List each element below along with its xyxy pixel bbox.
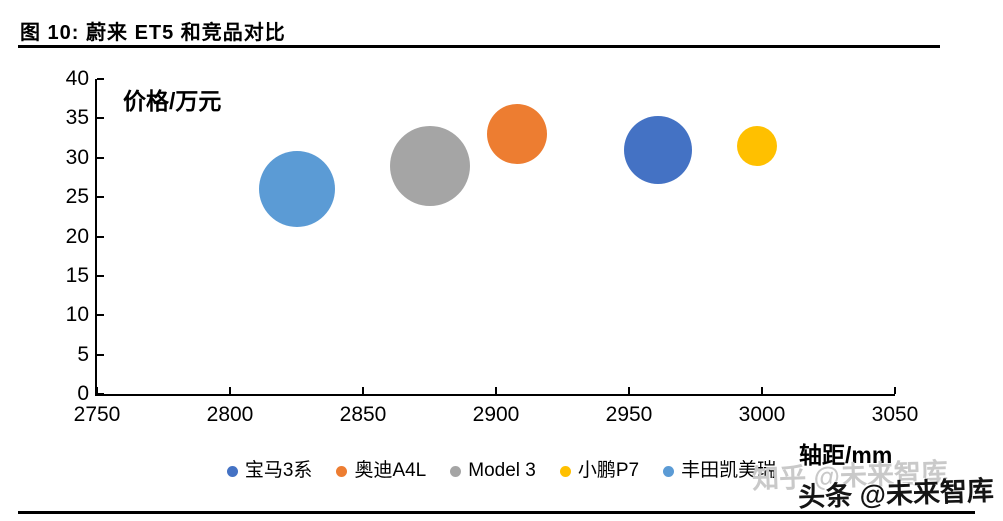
bubble-宝马3系 bbox=[624, 115, 693, 184]
x-tick-mark bbox=[761, 387, 763, 394]
x-tick-mark bbox=[495, 387, 497, 394]
x-tick-label: 2900 bbox=[472, 403, 520, 426]
legend-marker-icon bbox=[559, 465, 571, 477]
y-tick-mark bbox=[97, 117, 104, 120]
legend-marker-icon bbox=[450, 465, 462, 477]
x-tick-mark bbox=[229, 387, 231, 394]
y-tick-label: 30 bbox=[65, 145, 89, 169]
legend-marker-icon bbox=[336, 465, 348, 477]
legend-label: 小鹏P7 bbox=[577, 460, 640, 481]
caption-underline bbox=[18, 45, 940, 48]
y-tick-mark bbox=[97, 393, 104, 395]
legend-marker-icon bbox=[226, 465, 238, 477]
x-tick-label: 2850 bbox=[339, 403, 387, 426]
x-tick-label: 2750 bbox=[73, 403, 121, 426]
y-tick-mark bbox=[97, 274, 104, 277]
bubble-奥迪A4L bbox=[487, 104, 548, 165]
bubble-chart-plot-area: 0 5 10 15 20 25 30 35 40 2750 2800 2850 2900 2950 3000… bbox=[66, 68, 919, 426]
legend-label: Model 3 bbox=[468, 460, 536, 481]
y-tick-label: 10 bbox=[65, 303, 89, 327]
x-tick-mark bbox=[894, 387, 896, 394]
y-tick-label: 0 bbox=[77, 382, 89, 405]
legend-label: 丰田凯美瑞 bbox=[681, 460, 777, 481]
x-axis-title: 轴距/mm bbox=[799, 442, 893, 468]
y-tick-mark bbox=[97, 78, 104, 80]
chart-legend: 宝马3系 奥迪A4L Model 3 小鹏P7 丰田凯美瑞 bbox=[0, 459, 1003, 483]
x-tick-label: 2800 bbox=[206, 403, 254, 426]
bottom-divider bbox=[18, 511, 975, 514]
bubble-Model 3 bbox=[389, 125, 470, 206]
y-tick-mark bbox=[97, 314, 104, 317]
x-tick-label: 3000 bbox=[738, 403, 786, 426]
legend-label: 宝马3系 bbox=[244, 460, 313, 481]
legend-item-奥迪A4L: 奥迪A4L bbox=[336, 459, 426, 483]
y-tick-mark bbox=[97, 156, 104, 159]
y-tick-mark bbox=[97, 235, 104, 238]
legend-marker-icon bbox=[663, 465, 675, 477]
y-tick-mark bbox=[97, 196, 104, 199]
y-tick-label: 15 bbox=[65, 263, 89, 287]
y-tick-label: 25 bbox=[65, 185, 89, 209]
y-tick-label: 20 bbox=[65, 224, 89, 248]
watermark-toutiao: 头条 @未来智库 bbox=[797, 475, 995, 513]
legend-item-丰田凯美瑞: 丰田凯美瑞 bbox=[663, 459, 776, 483]
bubble-丰田凯美瑞 bbox=[258, 151, 335, 228]
y-tick-label: 5 bbox=[77, 342, 89, 366]
x-tick-label: 2950 bbox=[605, 403, 653, 426]
x-tick-mark bbox=[362, 387, 364, 394]
x-tick-label: 3050 bbox=[871, 403, 919, 426]
y-tick-mark bbox=[97, 353, 104, 356]
legend-item-Model 3: Model 3 bbox=[450, 459, 536, 483]
x-tick-mark bbox=[96, 387, 98, 394]
figure-caption: 图 10: 蔚来 ET5 和竞品对比 bbox=[20, 22, 286, 44]
y-tick-label: 40 bbox=[65, 67, 89, 90]
y-tick-label: 35 bbox=[65, 106, 89, 130]
legend-item-小鹏P7: 小鹏P7 bbox=[559, 459, 640, 483]
bubble-小鹏P7 bbox=[736, 125, 777, 166]
x-tick-mark bbox=[628, 387, 630, 394]
legend-label: 奥迪A4L bbox=[354, 460, 427, 481]
legend-item-宝马3系: 宝马3系 bbox=[226, 459, 313, 483]
y-axis-title: 价格/万元 bbox=[123, 88, 222, 114]
